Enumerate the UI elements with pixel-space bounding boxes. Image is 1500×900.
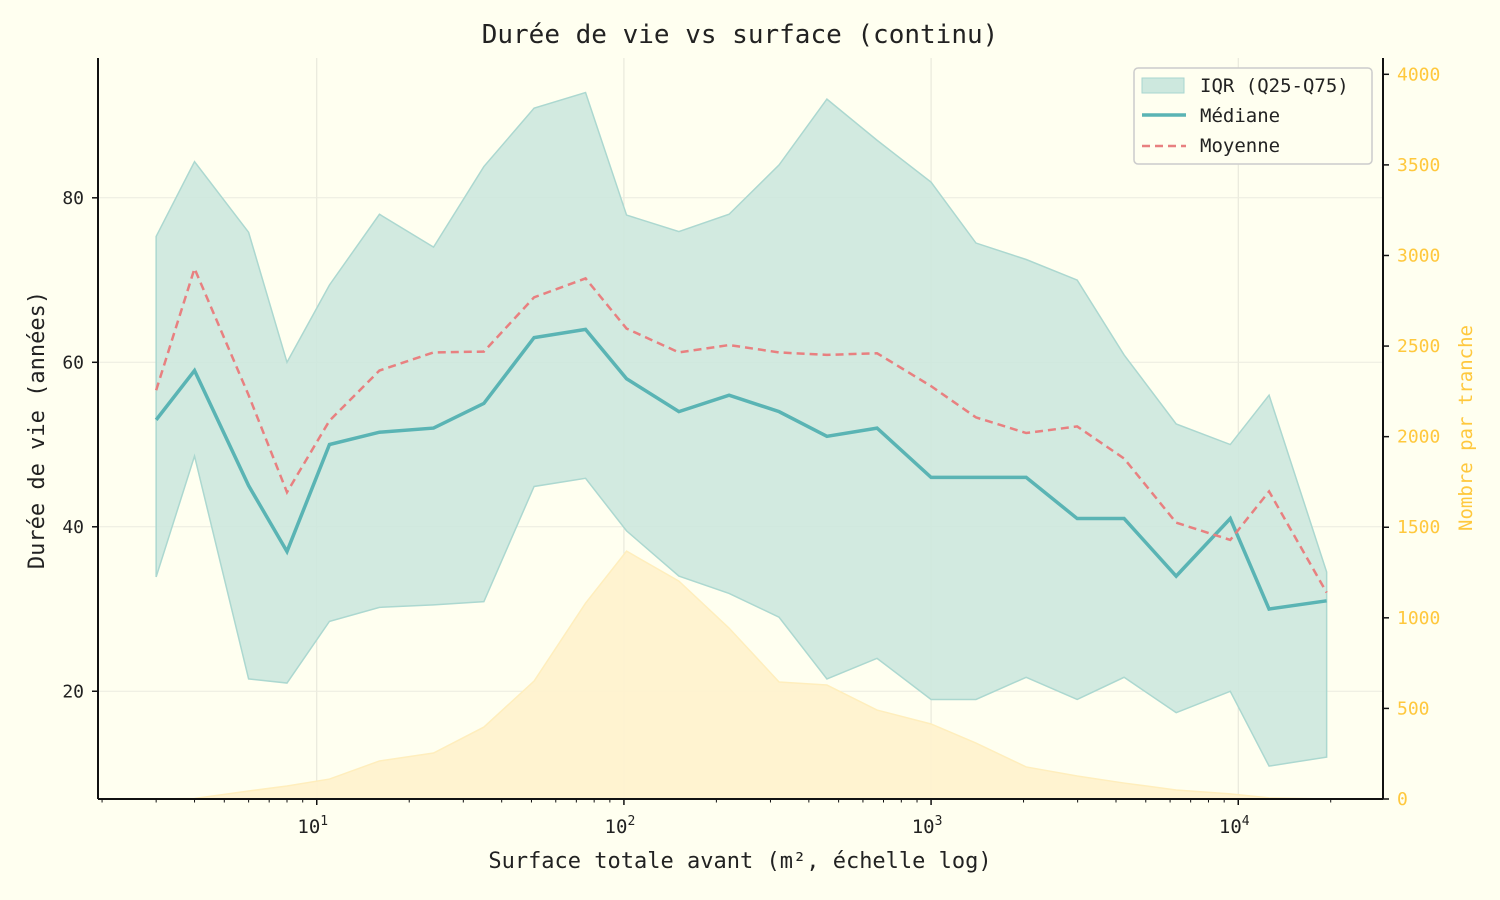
y2-tick-label: 3000	[1397, 245, 1440, 266]
y2-axis-label: Nombre par tranche	[1455, 325, 1477, 531]
legend-median-label: Médiane	[1200, 105, 1280, 127]
legend-iqr-swatch	[1141, 77, 1185, 94]
y2-tick-label: 2500	[1397, 336, 1440, 357]
count-area	[156, 550, 1327, 800]
x-tick-label: 101	[297, 814, 328, 838]
axes: 101 102 103 104 20 40 60 80 0 500 1000 1500 2000 2500…	[62, 58, 1440, 838]
iqr-band	[155, 91, 1328, 767]
plot-marks	[154, 91, 1328, 800]
y-tick-label: 60	[62, 352, 84, 373]
y2-tick-label: 4000	[1397, 64, 1440, 85]
y2-tick-label: 1500	[1397, 517, 1440, 538]
legend: IQR (Q25-Q75) Médiane Moyenne	[1133, 67, 1373, 165]
x-tick-label: 102	[605, 814, 636, 838]
legend-mean-label: Moyenne	[1200, 135, 1280, 157]
y2-tick-label: 3500	[1397, 155, 1440, 176]
y-tick-label: 20	[62, 681, 84, 702]
x-tick-label: 104	[1219, 814, 1250, 838]
chart-title: Durée de vie vs surface (continu)	[482, 20, 999, 50]
y2-tick-label: 0	[1397, 789, 1408, 810]
median-line	[154, 327, 1327, 611]
legend-iqr-label: IQR (Q25-Q75)	[1200, 75, 1349, 97]
x-axis-label: Surface totale avant (m², échelle log)	[488, 849, 991, 874]
y-tick-label: 80	[62, 188, 84, 209]
y-axis-label: Durée de vie (années)	[25, 291, 50, 569]
y-tick-label: 40	[62, 517, 84, 538]
y2-tick-label: 500	[1397, 698, 1430, 719]
y2-tick-label: 1000	[1397, 608, 1440, 629]
x-tick-label: 103	[912, 814, 943, 838]
y2-tick-label: 2000	[1397, 427, 1440, 448]
